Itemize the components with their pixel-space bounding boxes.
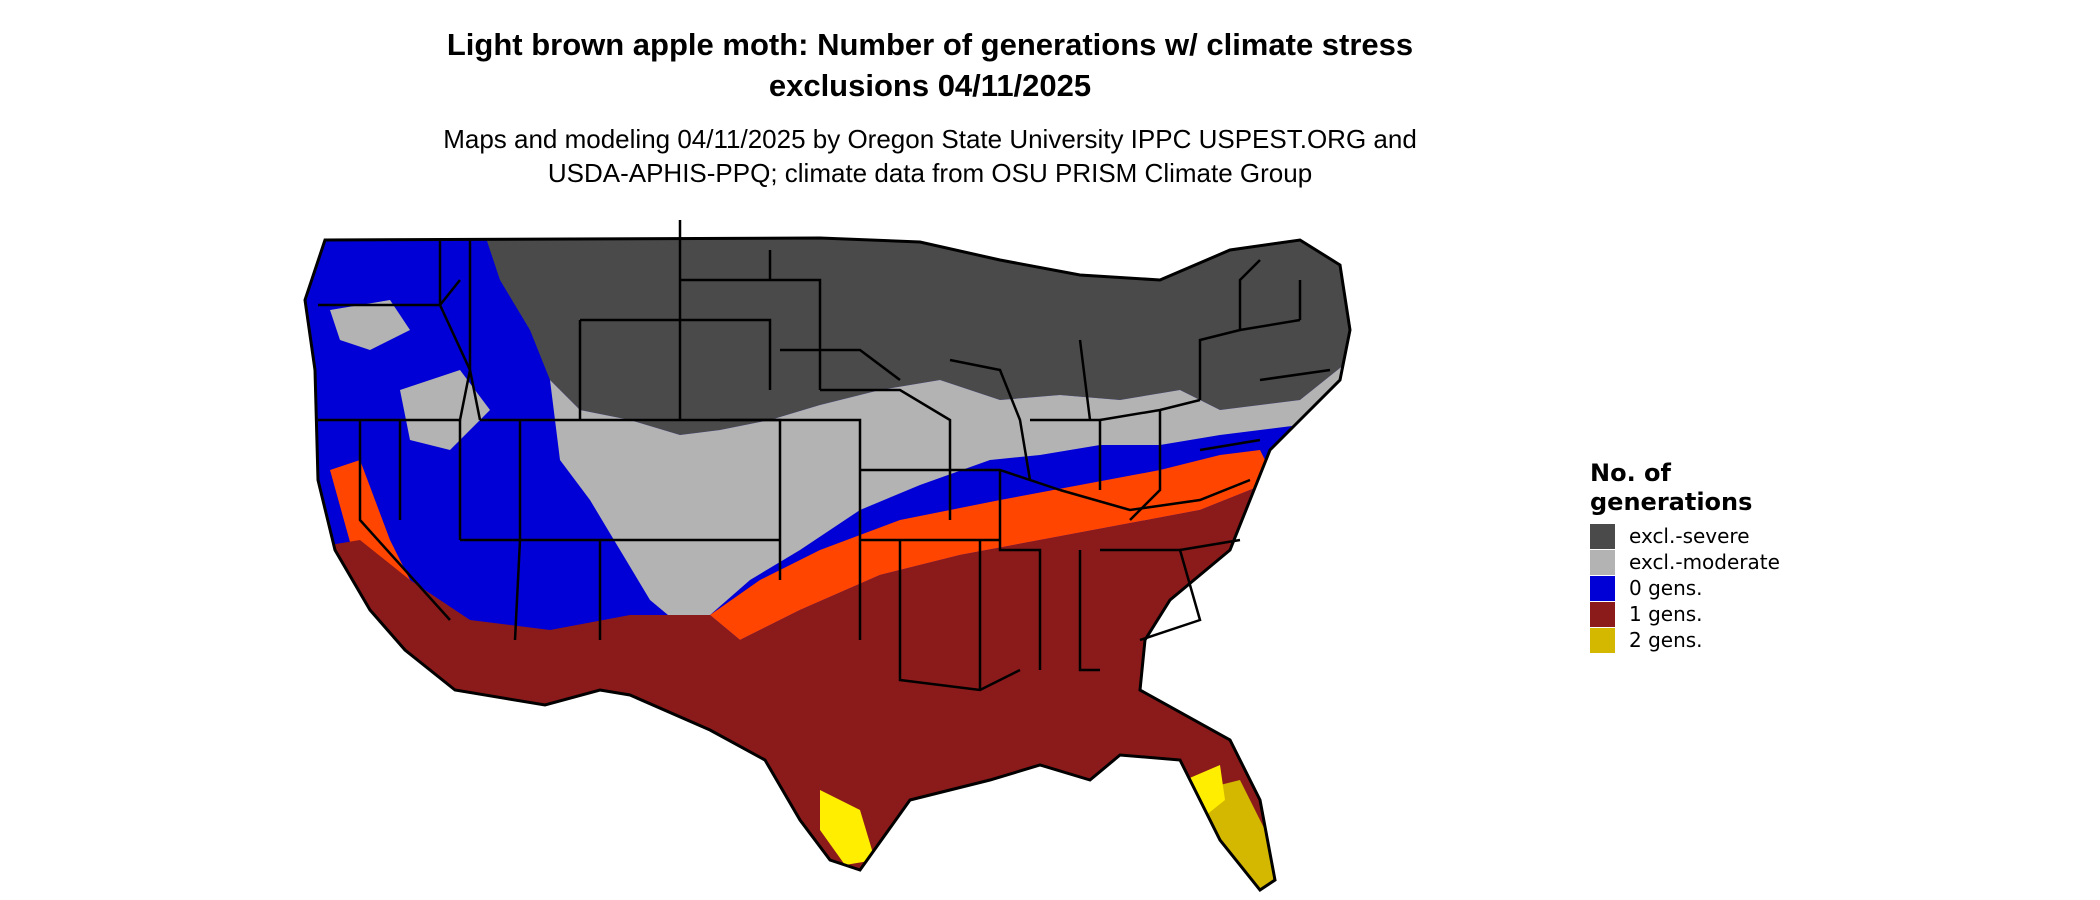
zone-one-gens-light	[710, 450, 1275, 640]
legend-swatch-two-gens	[1590, 627, 1615, 653]
legend-label-zero-gens: 0 gens.	[1629, 576, 1703, 600]
legend-title: No. of generations	[1590, 459, 1780, 517]
zone-excl-moderate	[550, 360, 1350, 625]
legend-item-excl-moderate: excl.-moderate	[1590, 549, 1780, 575]
state-borders	[318, 220, 1331, 692]
map-subtitle-line-2: USDA-APHIS-PPQ; climate data from OSU PR…	[547, 158, 1313, 188]
legend-swatch-one-gens	[1590, 601, 1615, 627]
us-outline	[303, 236, 1352, 893]
legend-item-two-gens: 2 gens.	[1590, 627, 1780, 653]
legend-item-one-gens: 1 gens.	[1590, 601, 1780, 627]
map-zones	[305, 238, 1350, 890]
map-title-line-1: Light brown apple moth: Number of genera…	[446, 27, 1414, 62]
legend-swatch-excl-severe	[1590, 523, 1615, 549]
zone-excl-moderate-west	[330, 300, 410, 350]
zone-two-gens-texas	[820, 790, 875, 865]
map-title: Light brown apple moth: Number of genera…	[330, 24, 1530, 106]
legend-item-zero-gens: 0 gens.	[1590, 575, 1780, 601]
legend-item-excl-severe: excl.-severe	[1590, 523, 1780, 549]
legend-swatch-excl-moderate	[1590, 549, 1615, 575]
map-legend: No. of generations excl.-severe excl.-mo…	[1590, 459, 1780, 653]
map-subtitle: Maps and modeling 04/11/2025 by Oregon S…	[330, 122, 1530, 190]
legend-label-excl-severe: excl.-severe	[1629, 524, 1750, 548]
legend-label-two-gens: 2 gens.	[1629, 628, 1703, 652]
us-generations-map	[303, 220, 1352, 893]
legend-title-line-1: No. of	[1590, 459, 1671, 487]
legend-label-one-gens: 1 gens.	[1629, 602, 1703, 626]
map-subtitle-line-1: Maps and modeling 04/11/2025 by Oregon S…	[443, 124, 1417, 154]
legend-label-excl-moderate: excl.-moderate	[1629, 550, 1780, 574]
legend-swatch-zero-gens	[1590, 575, 1615, 601]
map-title-line-2: exclusions 04/11/2025	[768, 68, 1092, 103]
legend-title-line-2: generations	[1590, 488, 1753, 516]
zone-excl-moderate-west-2	[400, 370, 490, 450]
zone-excl-severe	[480, 238, 1350, 435]
